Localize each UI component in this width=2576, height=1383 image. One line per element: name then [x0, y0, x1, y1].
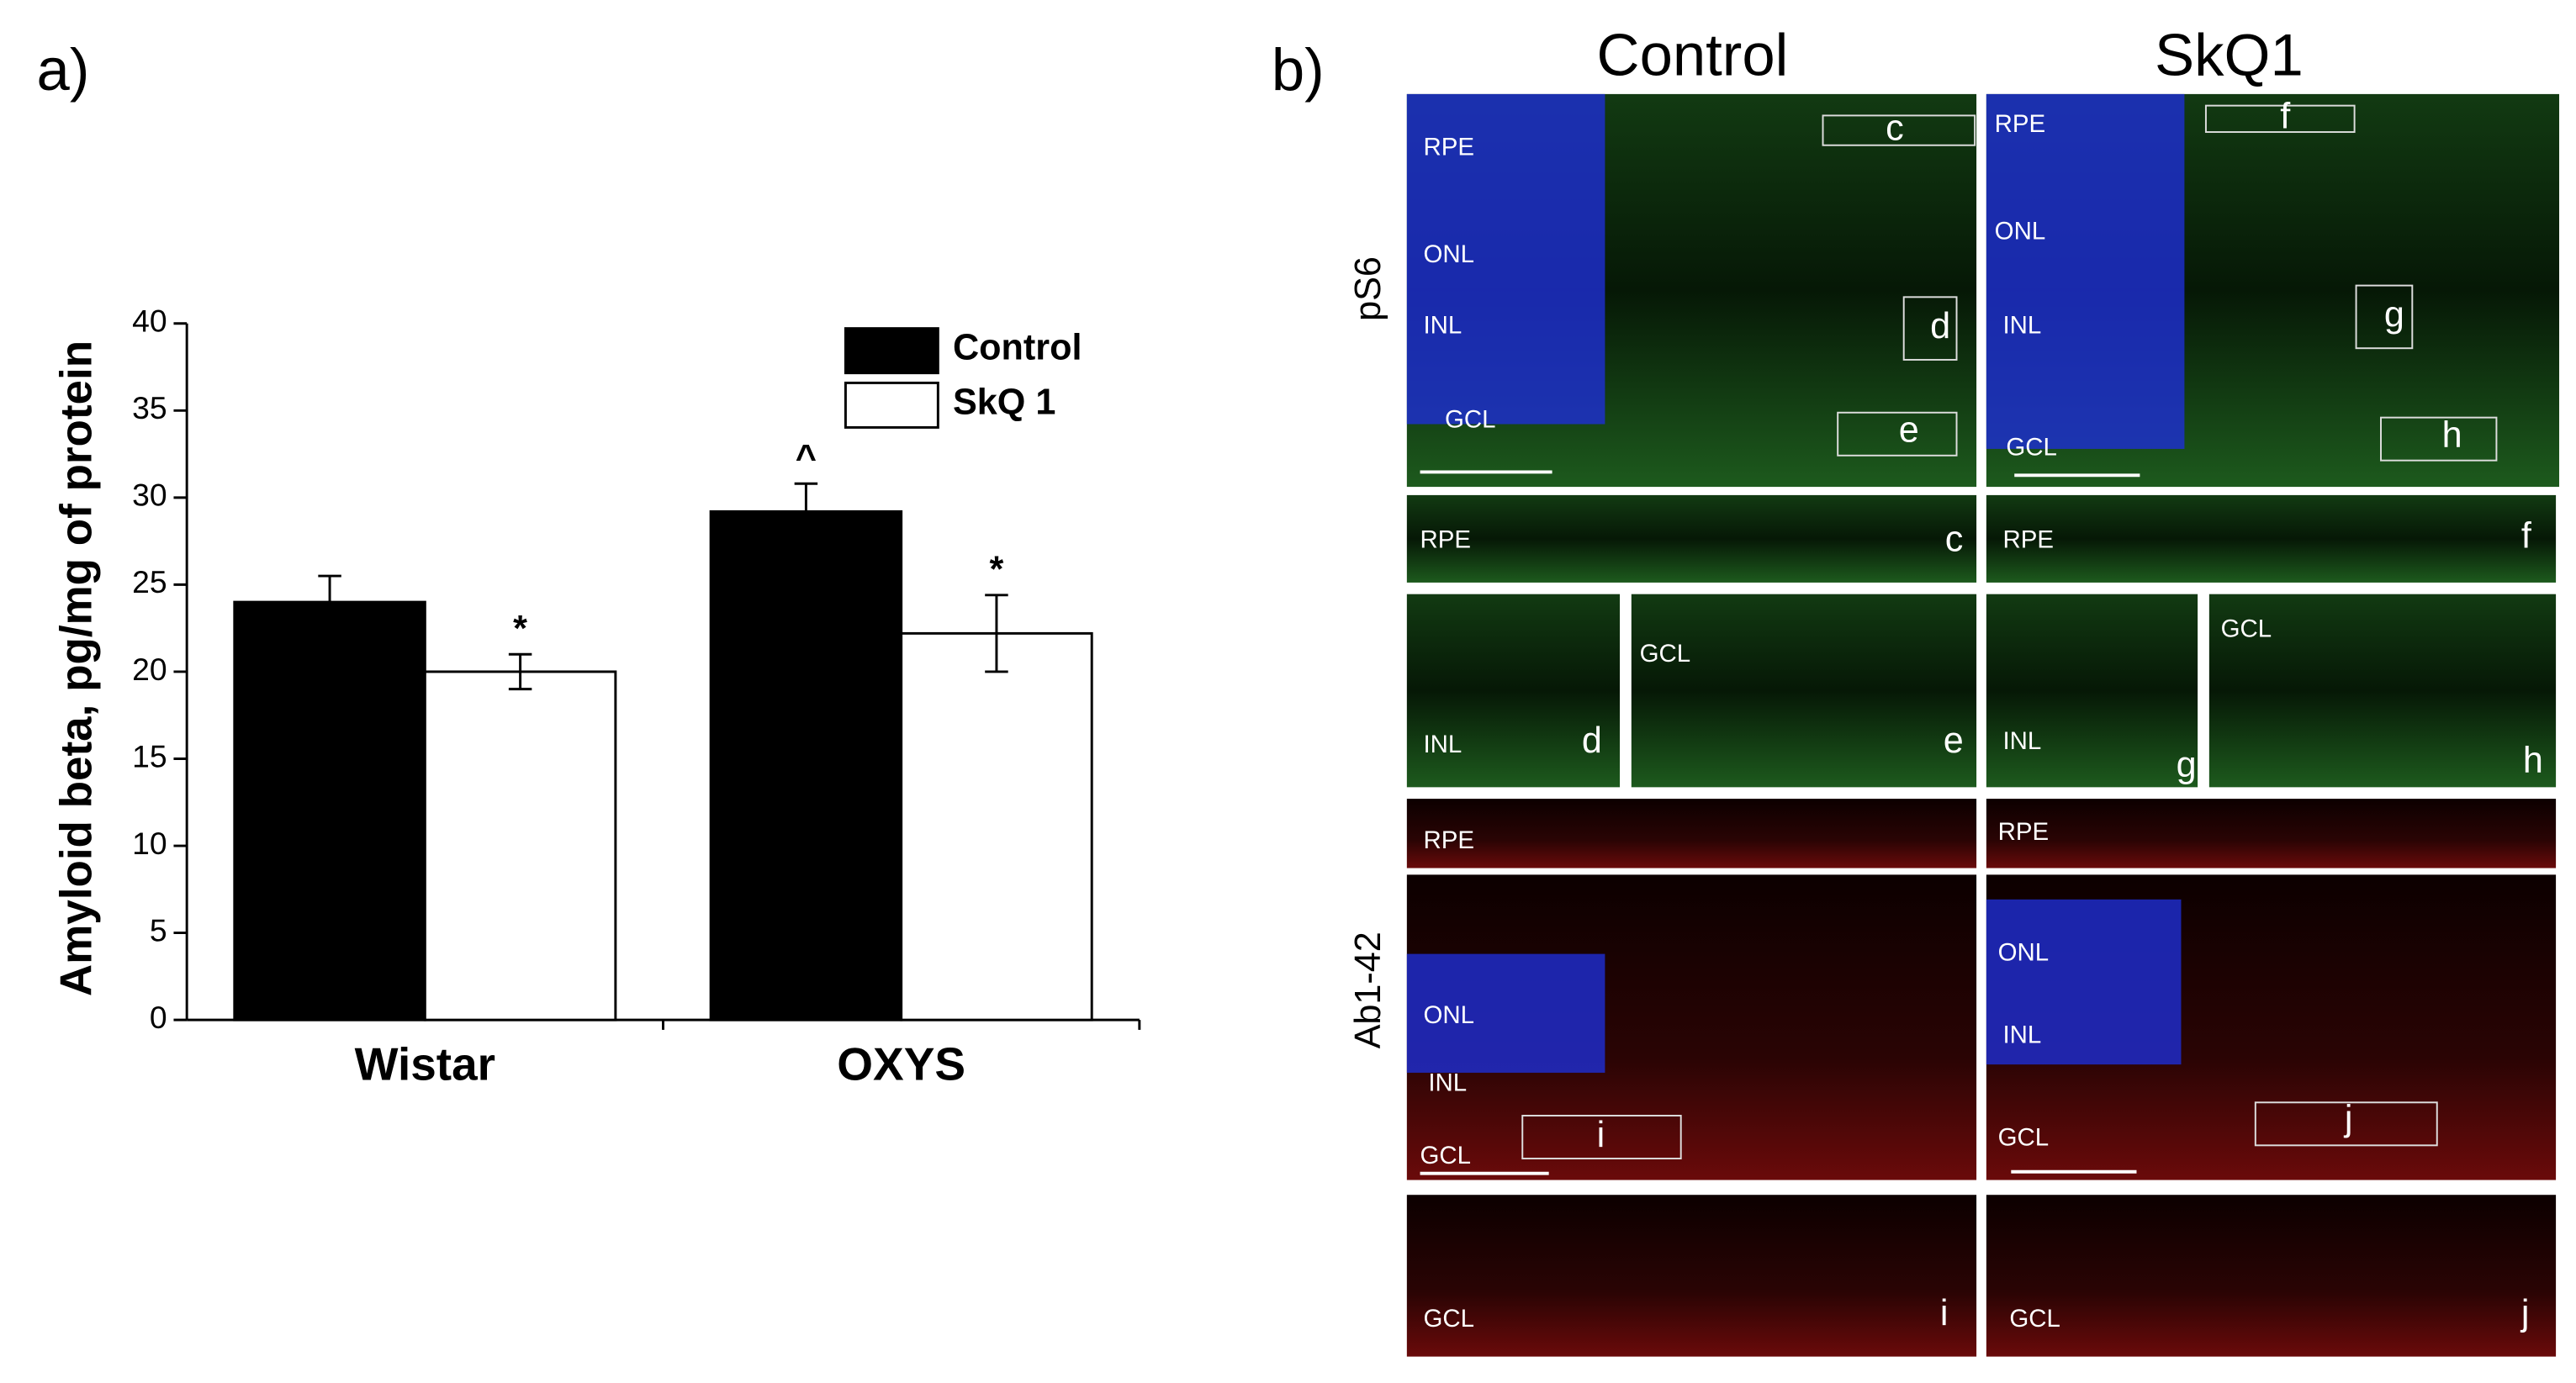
image-label: GCL	[2009, 1305, 2060, 1333]
image-label: RPE	[1423, 133, 1474, 161]
image-label: g	[2177, 745, 2197, 785]
y-tick-label: 5	[150, 912, 167, 948]
image-label: INL	[1423, 311, 1462, 339]
micrograph	[1986, 1195, 2557, 1357]
image-label: e	[1944, 721, 1964, 761]
error-bar	[508, 652, 532, 691]
inset-box	[1521, 1115, 1682, 1160]
bar	[423, 670, 617, 1021]
column-header: Control	[1597, 21, 1789, 87]
y-axis-label: Amyloid beta, pg/mg of protein	[52, 340, 102, 996]
image-label: j	[2520, 1293, 2530, 1333]
image-label: e	[1899, 410, 1919, 451]
panel-label: a)	[37, 36, 90, 103]
inset-box	[2355, 284, 2414, 350]
image-label: RPE	[1998, 818, 2050, 846]
micrograph	[1406, 799, 1977, 868]
nuclear-stain	[1986, 93, 2185, 449]
image-label: d	[1930, 306, 1950, 346]
y-tick-label: 30	[132, 478, 167, 513]
image-label: GCL	[1640, 640, 1691, 668]
error-bar	[985, 594, 1008, 673]
x-tick-label: OXYS	[837, 1038, 965, 1090]
x-tick-label: Wistar	[355, 1038, 495, 1090]
inset-box	[1837, 411, 1958, 457]
image-label: h	[2523, 740, 2543, 780]
image-label: INL	[2002, 1021, 2041, 1049]
bar	[233, 600, 426, 1021]
y-tick-label: 20	[132, 652, 167, 687]
image-label: f	[2280, 97, 2291, 137]
image-label: c	[1945, 519, 1964, 559]
inset-box	[2380, 416, 2498, 462]
micrograph	[1406, 594, 1621, 788]
image-label: GCL	[1420, 1142, 1472, 1169]
image-label: j	[2343, 1098, 2353, 1138]
image-label: i	[1597, 1115, 1605, 1155]
image-label: c	[1886, 108, 1904, 148]
row-header: Ab1-42	[1348, 932, 1389, 1048]
image-label: RPE	[1420, 526, 1472, 554]
micrograph	[2208, 594, 2557, 788]
legend-swatch	[844, 327, 939, 375]
bar	[709, 509, 903, 1021]
image-label: GCL	[1998, 1123, 2050, 1151]
image-label: GCL	[2221, 615, 2272, 643]
image-label: GCL	[1423, 1305, 1474, 1333]
error-bar	[794, 482, 818, 541]
image-label: f	[2521, 515, 2532, 556]
micrograph	[1406, 1195, 1977, 1357]
image-label: GCL	[2006, 434, 2057, 462]
image-label: h	[2442, 415, 2462, 456]
y-tick-label: 10	[132, 826, 167, 861]
legend-swatch	[844, 381, 939, 429]
nuclear-stain	[1986, 899, 2182, 1065]
y-tick-label: 0	[150, 1000, 167, 1035]
inset-box	[1902, 296, 1958, 361]
inset-box	[2204, 104, 2356, 134]
inset-box	[1822, 114, 1976, 146]
micrograph	[1631, 594, 1977, 788]
inset-box	[2254, 1101, 2438, 1147]
column-header: SkQ1	[2155, 21, 2304, 87]
image-label: ONL	[1423, 240, 1474, 268]
image-label: d	[1582, 721, 1602, 761]
legend-label: SkQ 1	[953, 382, 1055, 422]
micrograph	[1406, 494, 1977, 583]
panel-label: b)	[1272, 36, 1325, 103]
y-tick-label: 35	[132, 390, 167, 425]
image-label: INL	[1423, 731, 1462, 758]
error-bar	[318, 574, 341, 630]
y-tick-label: 15	[132, 738, 167, 773]
y-tick-label: 25	[132, 564, 167, 599]
row-header: pS6	[1348, 256, 1389, 321]
micrograph	[1986, 594, 2198, 788]
image-label: RPE	[2002, 526, 2054, 554]
image-label: g	[2384, 294, 2404, 335]
image-label: GCL	[1445, 405, 1496, 433]
image-label: RPE	[1995, 110, 2046, 138]
micrograph	[1986, 494, 2557, 583]
bar	[900, 631, 1093, 1021]
image-label: ONL	[1995, 218, 2046, 245]
significance-marker: *	[990, 550, 1004, 590]
image-label: INL	[1428, 1069, 1467, 1096]
image-label: ONL	[1423, 1001, 1474, 1029]
image-label: INL	[2002, 311, 2041, 339]
image-label: ONL	[1998, 938, 2050, 966]
nuclear-stain	[1406, 93, 1605, 425]
nuclear-stain	[1406, 953, 1605, 1073]
significance-marker: *	[513, 609, 527, 649]
micrograph	[1986, 799, 2557, 868]
image-label: RPE	[1423, 826, 1474, 854]
significance-marker: ^	[796, 438, 817, 478]
image-label: i	[1940, 1293, 1949, 1333]
y-tick-label: 40	[132, 304, 167, 339]
legend-label: Control	[953, 328, 1082, 368]
image-label: INL	[2002, 727, 2041, 755]
